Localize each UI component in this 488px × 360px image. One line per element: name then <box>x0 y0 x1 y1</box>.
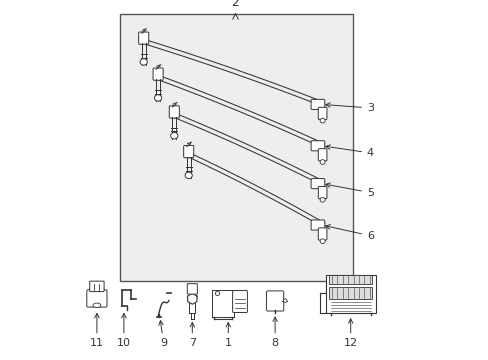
Text: 4: 4 <box>325 145 373 158</box>
Text: 12: 12 <box>343 319 357 348</box>
FancyBboxPatch shape <box>232 291 247 312</box>
FancyBboxPatch shape <box>266 291 283 311</box>
Text: 2: 2 <box>231 0 239 9</box>
FancyBboxPatch shape <box>153 68 163 80</box>
Text: 1: 1 <box>224 323 231 348</box>
Ellipse shape <box>140 59 147 65</box>
Bar <box>328 275 371 284</box>
Bar <box>120 14 352 281</box>
Text: 6: 6 <box>325 225 373 241</box>
Ellipse shape <box>320 160 325 164</box>
Ellipse shape <box>283 299 286 302</box>
Bar <box>325 275 375 313</box>
FancyBboxPatch shape <box>318 186 326 199</box>
Ellipse shape <box>215 291 219 296</box>
Ellipse shape <box>154 95 162 101</box>
FancyBboxPatch shape <box>87 290 107 307</box>
Text: 10: 10 <box>117 314 131 348</box>
Ellipse shape <box>320 118 325 123</box>
FancyBboxPatch shape <box>187 284 197 294</box>
Text: 8: 8 <box>271 317 278 348</box>
Polygon shape <box>187 293 197 304</box>
Bar <box>328 287 371 299</box>
FancyBboxPatch shape <box>310 141 324 151</box>
Ellipse shape <box>320 239 325 244</box>
FancyBboxPatch shape <box>169 106 179 118</box>
Text: 7: 7 <box>188 323 196 348</box>
Ellipse shape <box>185 172 192 179</box>
Ellipse shape <box>320 197 325 202</box>
Text: 3: 3 <box>325 103 373 113</box>
FancyBboxPatch shape <box>310 220 324 230</box>
Text: 5: 5 <box>325 183 373 198</box>
FancyBboxPatch shape <box>89 281 104 292</box>
Text: 11: 11 <box>90 314 103 348</box>
FancyBboxPatch shape <box>310 99 324 109</box>
Ellipse shape <box>93 303 101 307</box>
FancyBboxPatch shape <box>318 107 326 120</box>
FancyBboxPatch shape <box>310 179 324 189</box>
FancyBboxPatch shape <box>318 149 326 161</box>
FancyBboxPatch shape <box>183 145 193 158</box>
FancyBboxPatch shape <box>139 32 148 44</box>
FancyBboxPatch shape <box>318 228 326 240</box>
Ellipse shape <box>170 132 178 139</box>
Text: 9: 9 <box>159 321 167 348</box>
